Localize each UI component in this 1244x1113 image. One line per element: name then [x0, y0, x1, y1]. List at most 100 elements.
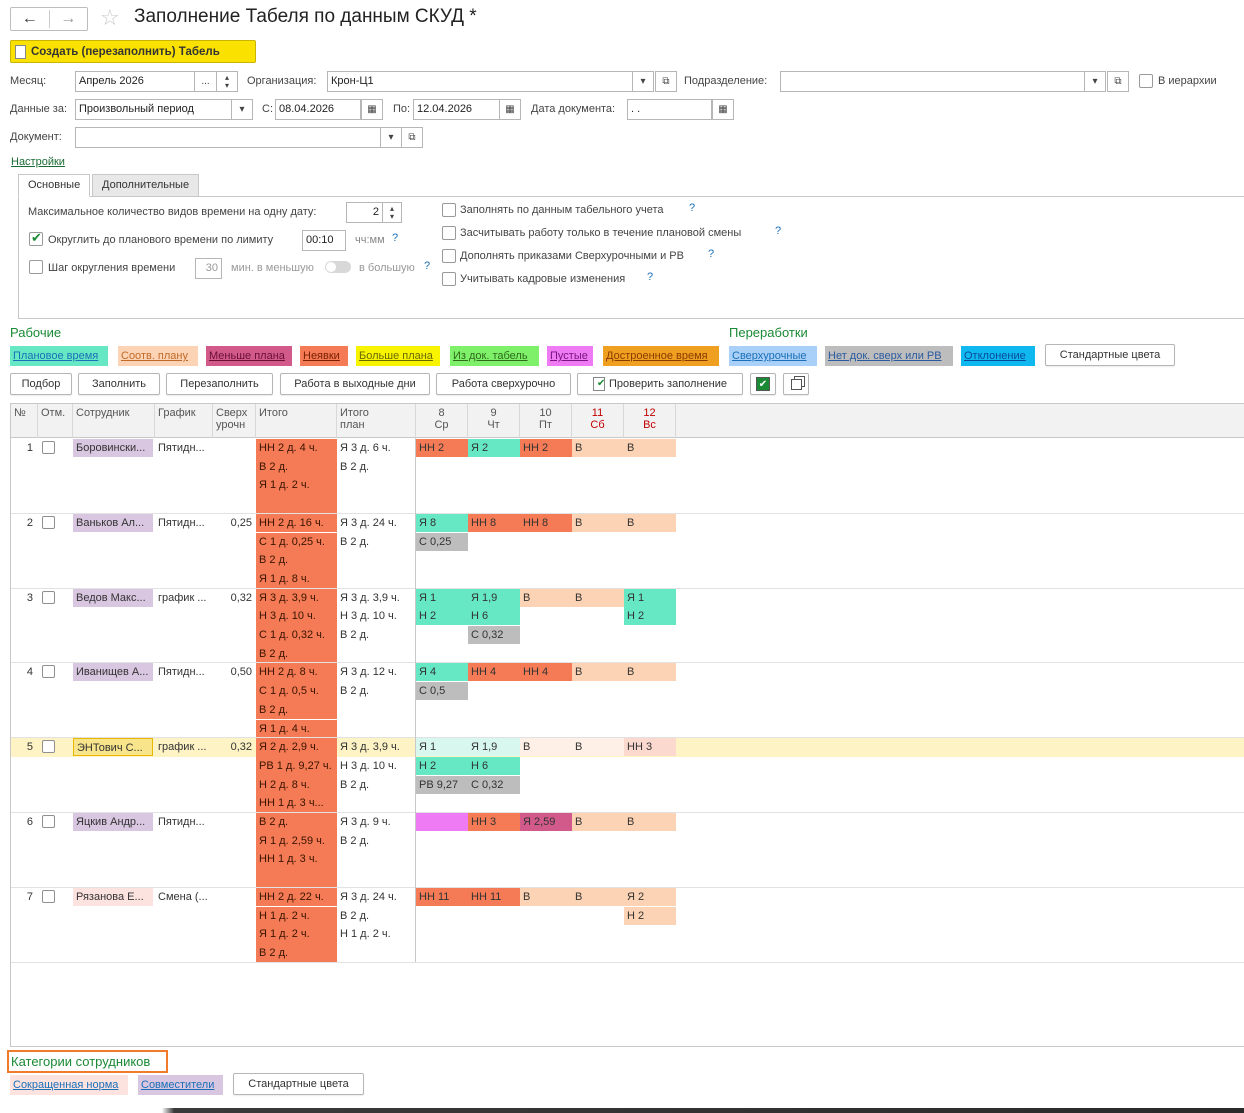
day-cell[interactable]: В: [572, 887, 624, 906]
fill-button[interactable]: Заполнить: [78, 373, 160, 395]
day-cell[interactable]: НН 4: [468, 663, 520, 682]
employee-name[interactable]: Ведов Макс...: [73, 588, 153, 607]
tab-main[interactable]: Основные: [18, 174, 91, 197]
day-cell[interactable]: НН 2: [520, 439, 572, 457]
document-dropdown-button[interactable]: ▾: [380, 127, 402, 148]
day-cell[interactable]: С 0,32: [468, 626, 520, 644]
day-cell[interactable]: [468, 533, 520, 551]
docdate-calendar-icon[interactable]: ▦: [712, 99, 734, 120]
option-checkbox-2[interactable]: [442, 226, 456, 240]
option-help-icon-1[interactable]: ?: [689, 202, 696, 214]
col-day[interactable]: 11 Сб: [572, 404, 624, 438]
employee-name[interactable]: Боровински...: [73, 439, 153, 457]
day-cell[interactable]: Н 6: [468, 756, 520, 775]
day-cell[interactable]: [572, 757, 624, 775]
day-cell[interactable]: [416, 626, 468, 644]
favorite-star-icon[interactable]: ☆: [100, 5, 120, 30]
schedule-name[interactable]: Пятидн...: [158, 816, 205, 828]
col-num[interactable]: №: [11, 404, 38, 438]
day-cell[interactable]: Н 2: [416, 607, 468, 626]
day-cell[interactable]: В: [572, 513, 624, 532]
step-direction-toggle[interactable]: [325, 261, 351, 273]
month-field[interactable]: Апрель 2026: [75, 71, 195, 92]
day-cell[interactable]: [572, 682, 624, 700]
day-cell[interactable]: В: [572, 439, 624, 457]
day-cell[interactable]: В: [572, 813, 624, 831]
day-cell[interactable]: [416, 907, 468, 925]
max-types-field[interactable]: 2: [346, 202, 383, 223]
schedule-name[interactable]: график ...: [158, 591, 207, 604]
day-cell[interactable]: В: [520, 887, 572, 906]
day-cell[interactable]: [572, 776, 624, 794]
back-button[interactable]: ←: [21, 10, 38, 27]
tab-additional[interactable]: Дополнительные: [92, 174, 200, 197]
dept-open-button[interactable]: ⧉: [1107, 71, 1129, 92]
day-cell[interactable]: [624, 776, 676, 794]
col-overtime[interactable]: Сверх урочн: [213, 404, 256, 438]
legend-item[interactable]: Нет док. сверх или РВ: [825, 346, 953, 366]
day-cell[interactable]: С 0,25: [416, 532, 468, 551]
day-cell[interactable]: НН 8: [468, 513, 520, 532]
col-mark[interactable]: Отм.: [38, 404, 73, 438]
schedule-name[interactable]: Пятидн...: [158, 442, 205, 454]
day-cell[interactable]: Н 6: [468, 607, 520, 626]
category-item[interactable]: Сокращенная норма: [10, 1075, 128, 1095]
legend-item[interactable]: Неявки: [300, 346, 348, 366]
day-cell[interactable]: НН 2: [416, 439, 468, 457]
hierarchy-checkbox[interactable]: [1139, 74, 1153, 88]
category-item[interactable]: Совместители: [138, 1075, 223, 1095]
day-cell[interactable]: В: [624, 813, 676, 831]
day-cell[interactable]: Я 1: [416, 738, 468, 757]
day-cell[interactable]: Я 4: [416, 663, 468, 682]
standard-colors-button[interactable]: Стандартные цвета: [1045, 344, 1175, 366]
col-total[interactable]: Итого: [256, 404, 337, 438]
col-employee[interactable]: Сотрудник: [73, 404, 155, 438]
day-cell[interactable]: [520, 626, 572, 644]
day-cell[interactable]: В: [572, 663, 624, 682]
legend-item[interactable]: Пустые: [547, 346, 593, 366]
refill-button[interactable]: Перезаполнить: [166, 373, 273, 395]
legend-item[interactable]: Соотв. плану: [118, 346, 198, 366]
dept-field[interactable]: [780, 71, 1085, 92]
day-cell[interactable]: Я 1: [416, 588, 468, 607]
date-from-field[interactable]: 08.04.2026: [275, 99, 361, 120]
day-cell[interactable]: В: [624, 663, 676, 682]
employee-name[interactable]: Ваньков Ал...: [73, 513, 153, 532]
categories-standard-colors-button[interactable]: Стандартные цвета: [233, 1073, 364, 1095]
day-cell[interactable]: С 0,32: [468, 775, 520, 794]
col-day[interactable]: 8 Ср: [416, 404, 468, 438]
day-cell[interactable]: Я 1,9: [468, 588, 520, 607]
day-cell[interactable]: [520, 757, 572, 775]
employee-name[interactable]: Рязанова Е...: [73, 887, 153, 906]
option-help-icon-3[interactable]: ?: [708, 248, 715, 260]
day-cell[interactable]: В: [572, 588, 624, 607]
employee-name[interactable]: ЭНТович С...: [73, 738, 153, 757]
select-button[interactable]: Подбор: [10, 373, 72, 395]
day-cell[interactable]: [520, 607, 572, 625]
settings-link[interactable]: Настройки: [11, 156, 65, 168]
day-cell[interactable]: Я 1,9: [468, 738, 520, 757]
date-to-field[interactable]: 12.04.2026: [413, 99, 500, 120]
col-day[interactable]: 9 Чт: [468, 404, 520, 438]
round-limit-field[interactable]: 00:10: [302, 230, 346, 251]
day-cell[interactable]: Н 2: [416, 756, 468, 775]
round-help-icon[interactable]: ?: [392, 232, 399, 244]
day-cell[interactable]: [572, 607, 624, 625]
day-cell[interactable]: [572, 626, 624, 644]
day-cell[interactable]: В: [624, 439, 676, 457]
row-mark-checkbox[interactable]: [42, 740, 55, 754]
org-open-button[interactable]: ⧉: [655, 71, 677, 92]
step-help-icon[interactable]: ?: [424, 260, 431, 272]
day-cell[interactable]: [624, 533, 676, 551]
col-total-plan[interactable]: Итого план: [337, 404, 416, 438]
docdate-field[interactable]: . .: [627, 99, 712, 120]
max-types-spin-button[interactable]: ▴ ▾: [382, 202, 402, 223]
option-checkbox-3[interactable]: [442, 249, 456, 263]
legend-item[interactable]: Меньше плана: [206, 346, 292, 366]
month-spin-button[interactable]: ▴ ▾: [216, 71, 238, 92]
weekend-work-button[interactable]: Работа в выходные дни: [280, 373, 430, 395]
day-cell[interactable]: НН 3: [624, 738, 676, 757]
day-cell[interactable]: Я 2: [468, 439, 520, 457]
document-open-button[interactable]: ⧉: [401, 127, 423, 148]
day-cell[interactable]: [520, 907, 572, 925]
